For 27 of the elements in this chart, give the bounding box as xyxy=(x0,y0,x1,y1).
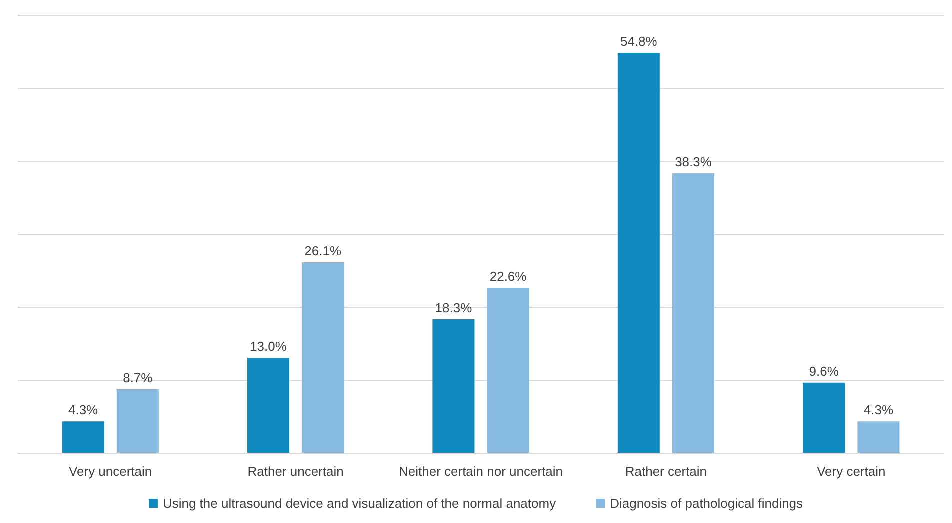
bar xyxy=(618,52,660,453)
data-label: 26.1% xyxy=(304,243,342,258)
bar xyxy=(116,389,159,453)
legend-label: Using the ultrasound device and visualization of the normal anatomy xyxy=(162,496,557,511)
data-label: 54.8% xyxy=(620,34,658,49)
data-label: 18.3% xyxy=(435,300,473,316)
data-label: 38.3% xyxy=(675,154,712,170)
data-label: 4.3% xyxy=(864,402,894,418)
x-tick-label: Very uncertain xyxy=(69,464,152,479)
x-tick-label: Neither certain nor uncertain xyxy=(398,464,564,479)
x-tick-label: Rather certain xyxy=(625,464,708,479)
data-label: 9.6% xyxy=(809,364,840,379)
bar xyxy=(803,382,846,453)
bar xyxy=(672,173,714,453)
bar xyxy=(62,422,104,453)
data-label: 22.6% xyxy=(490,269,528,284)
bar xyxy=(858,422,900,453)
legend-label: Diagnosis of pathological findings xyxy=(610,496,804,511)
x-tick-label: Very certain xyxy=(817,464,886,479)
bar xyxy=(487,288,530,453)
data-label: 13.0% xyxy=(250,339,288,354)
data-label: 4.3% xyxy=(68,402,99,418)
bar xyxy=(432,319,475,453)
bar xyxy=(302,262,344,453)
bar xyxy=(248,358,290,453)
x-tick-label: Rather uncertain xyxy=(248,464,344,479)
data-label: 8.7% xyxy=(123,370,154,386)
